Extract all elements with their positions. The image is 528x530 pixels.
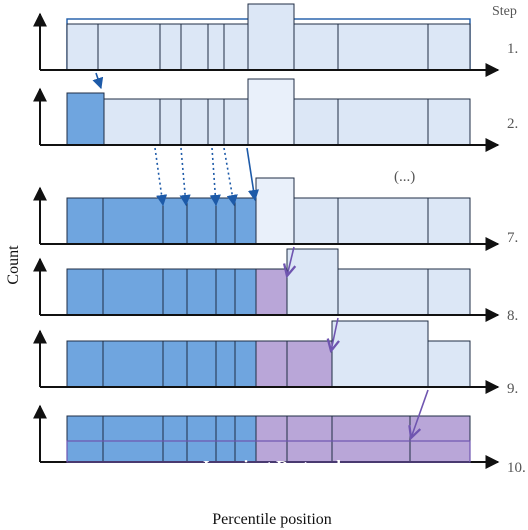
y-axis-label: Count: [5, 245, 22, 285]
histogram-bin: [247, 3, 295, 71]
histogram-bin: [286, 248, 339, 316]
histogram-bin: [180, 23, 209, 71]
restored-outline: [66, 440, 471, 463]
histogram-bin: [337, 268, 429, 316]
histogram-bin: [103, 98, 161, 146]
histogram-bin: [293, 197, 339, 245]
sort-arrow-dotted: [154, 147, 168, 207]
sort-arrow-dotted: [223, 147, 238, 207]
histogram-row: 7.: [33, 177, 518, 251]
histogram-bin: [286, 340, 333, 388]
step-label: 7.: [507, 230, 518, 246]
histogram-bin: [286, 415, 333, 463]
invariant-restored-label: Invariant Restored: [203, 457, 342, 476]
histogram-bin: [293, 23, 339, 71]
histogram-bin: [102, 197, 164, 245]
histogram-bin: [234, 340, 257, 388]
histogram-bin: [66, 23, 99, 71]
histogram-bin: [255, 268, 288, 316]
step-label: 8.: [507, 308, 518, 324]
histogram-bin: [255, 177, 295, 245]
step-label: 9.: [507, 381, 518, 397]
histogram-bin: [162, 415, 188, 463]
histogram-bin: [207, 98, 225, 146]
histogram-bin: [427, 268, 471, 316]
histogram-bin: [337, 197, 429, 245]
histogram-bin: [255, 340, 288, 388]
x-axis-label: Percentile position: [212, 511, 332, 528]
histogram-bin: [186, 197, 217, 245]
histogram-bin: [162, 340, 188, 388]
histogram-bin: [223, 23, 249, 71]
histogram-bin: [66, 197, 104, 245]
step-column-heading: Step: [492, 4, 517, 19]
step-label: 10.: [507, 460, 526, 476]
sort-arrow-dotted: [209, 147, 221, 207]
histogram-bin: [186, 268, 217, 316]
histogram-bin: [97, 23, 161, 71]
histogram-bin: [255, 415, 288, 463]
histogram-bin: [234, 197, 257, 245]
histogram-bin: [66, 340, 104, 388]
histogram-bin: [66, 415, 104, 463]
restore-arrow: [287, 246, 294, 276]
ellipsis-label: (...): [394, 169, 415, 185]
histogram-bin: [427, 98, 471, 146]
histogram-bin: [162, 197, 188, 245]
histogram-bin: [162, 268, 188, 316]
histogram-bin: [215, 340, 236, 388]
histogram-bin: [159, 23, 182, 71]
histogram-bin: [215, 268, 236, 316]
histogram-bin: [215, 197, 236, 245]
histogram-bin: [66, 92, 105, 146]
transition-arrows: [66, 72, 471, 463]
histogram-bin: [427, 197, 471, 245]
sort-arrow: [92, 72, 104, 90]
histogram-bin: [293, 98, 339, 146]
histogram-bin: [215, 415, 236, 463]
histogram-bin: [427, 23, 471, 71]
histogram-bin: [186, 415, 217, 463]
histogram-bin: [234, 415, 257, 463]
histogram-bin: [331, 415, 411, 463]
histogram-bin: [180, 98, 209, 146]
sort-arrow-dotted: [179, 147, 191, 207]
histogram-bin: [427, 340, 471, 388]
rows-layer: 1. 2. 7. 8. 9. 10.: [33, 3, 526, 476]
histogram-bin: [102, 268, 164, 316]
histogram-row: 9.: [33, 320, 518, 397]
histogram-row: 2.: [33, 78, 518, 152]
histogram-row: 8.: [33, 248, 518, 324]
histogram-bin: [234, 268, 257, 316]
histogram-bin: [159, 98, 182, 146]
histogram-bin: [186, 340, 217, 388]
histogram-bin: [409, 415, 471, 463]
restore-arrow: [331, 317, 338, 351]
histogram-bin: [66, 268, 104, 316]
restore-arrow: [411, 389, 429, 438]
histogram-bin: [247, 78, 295, 146]
histogram-bin: [331, 320, 429, 388]
histogram-bin: [102, 340, 164, 388]
histogram-bin: [102, 415, 164, 463]
sort-arrow: [246, 147, 260, 202]
histogram-bin: [337, 98, 429, 146]
step-label: 1.: [507, 41, 518, 57]
histogram-row: 10.: [33, 404, 526, 476]
histogram-bin: [207, 23, 225, 71]
histogram-row: 1.: [33, 3, 518, 77]
histogram-bin: [223, 98, 249, 146]
step-label: 2.: [507, 116, 518, 132]
histogram-bin: [337, 23, 429, 71]
